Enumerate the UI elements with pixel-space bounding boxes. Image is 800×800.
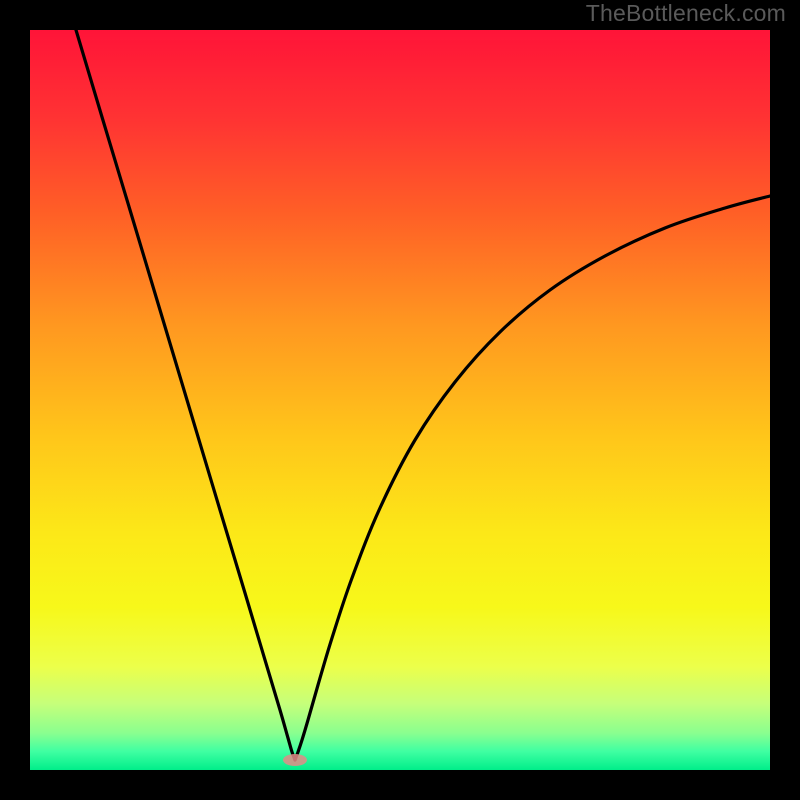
gradient-background [30,30,770,770]
chart-container: TheBottleneck.com [0,0,800,800]
plot-area [30,30,770,770]
minimum-marker [283,754,307,766]
watermark-text: TheBottleneck.com [586,0,786,27]
chart-svg [30,30,770,770]
